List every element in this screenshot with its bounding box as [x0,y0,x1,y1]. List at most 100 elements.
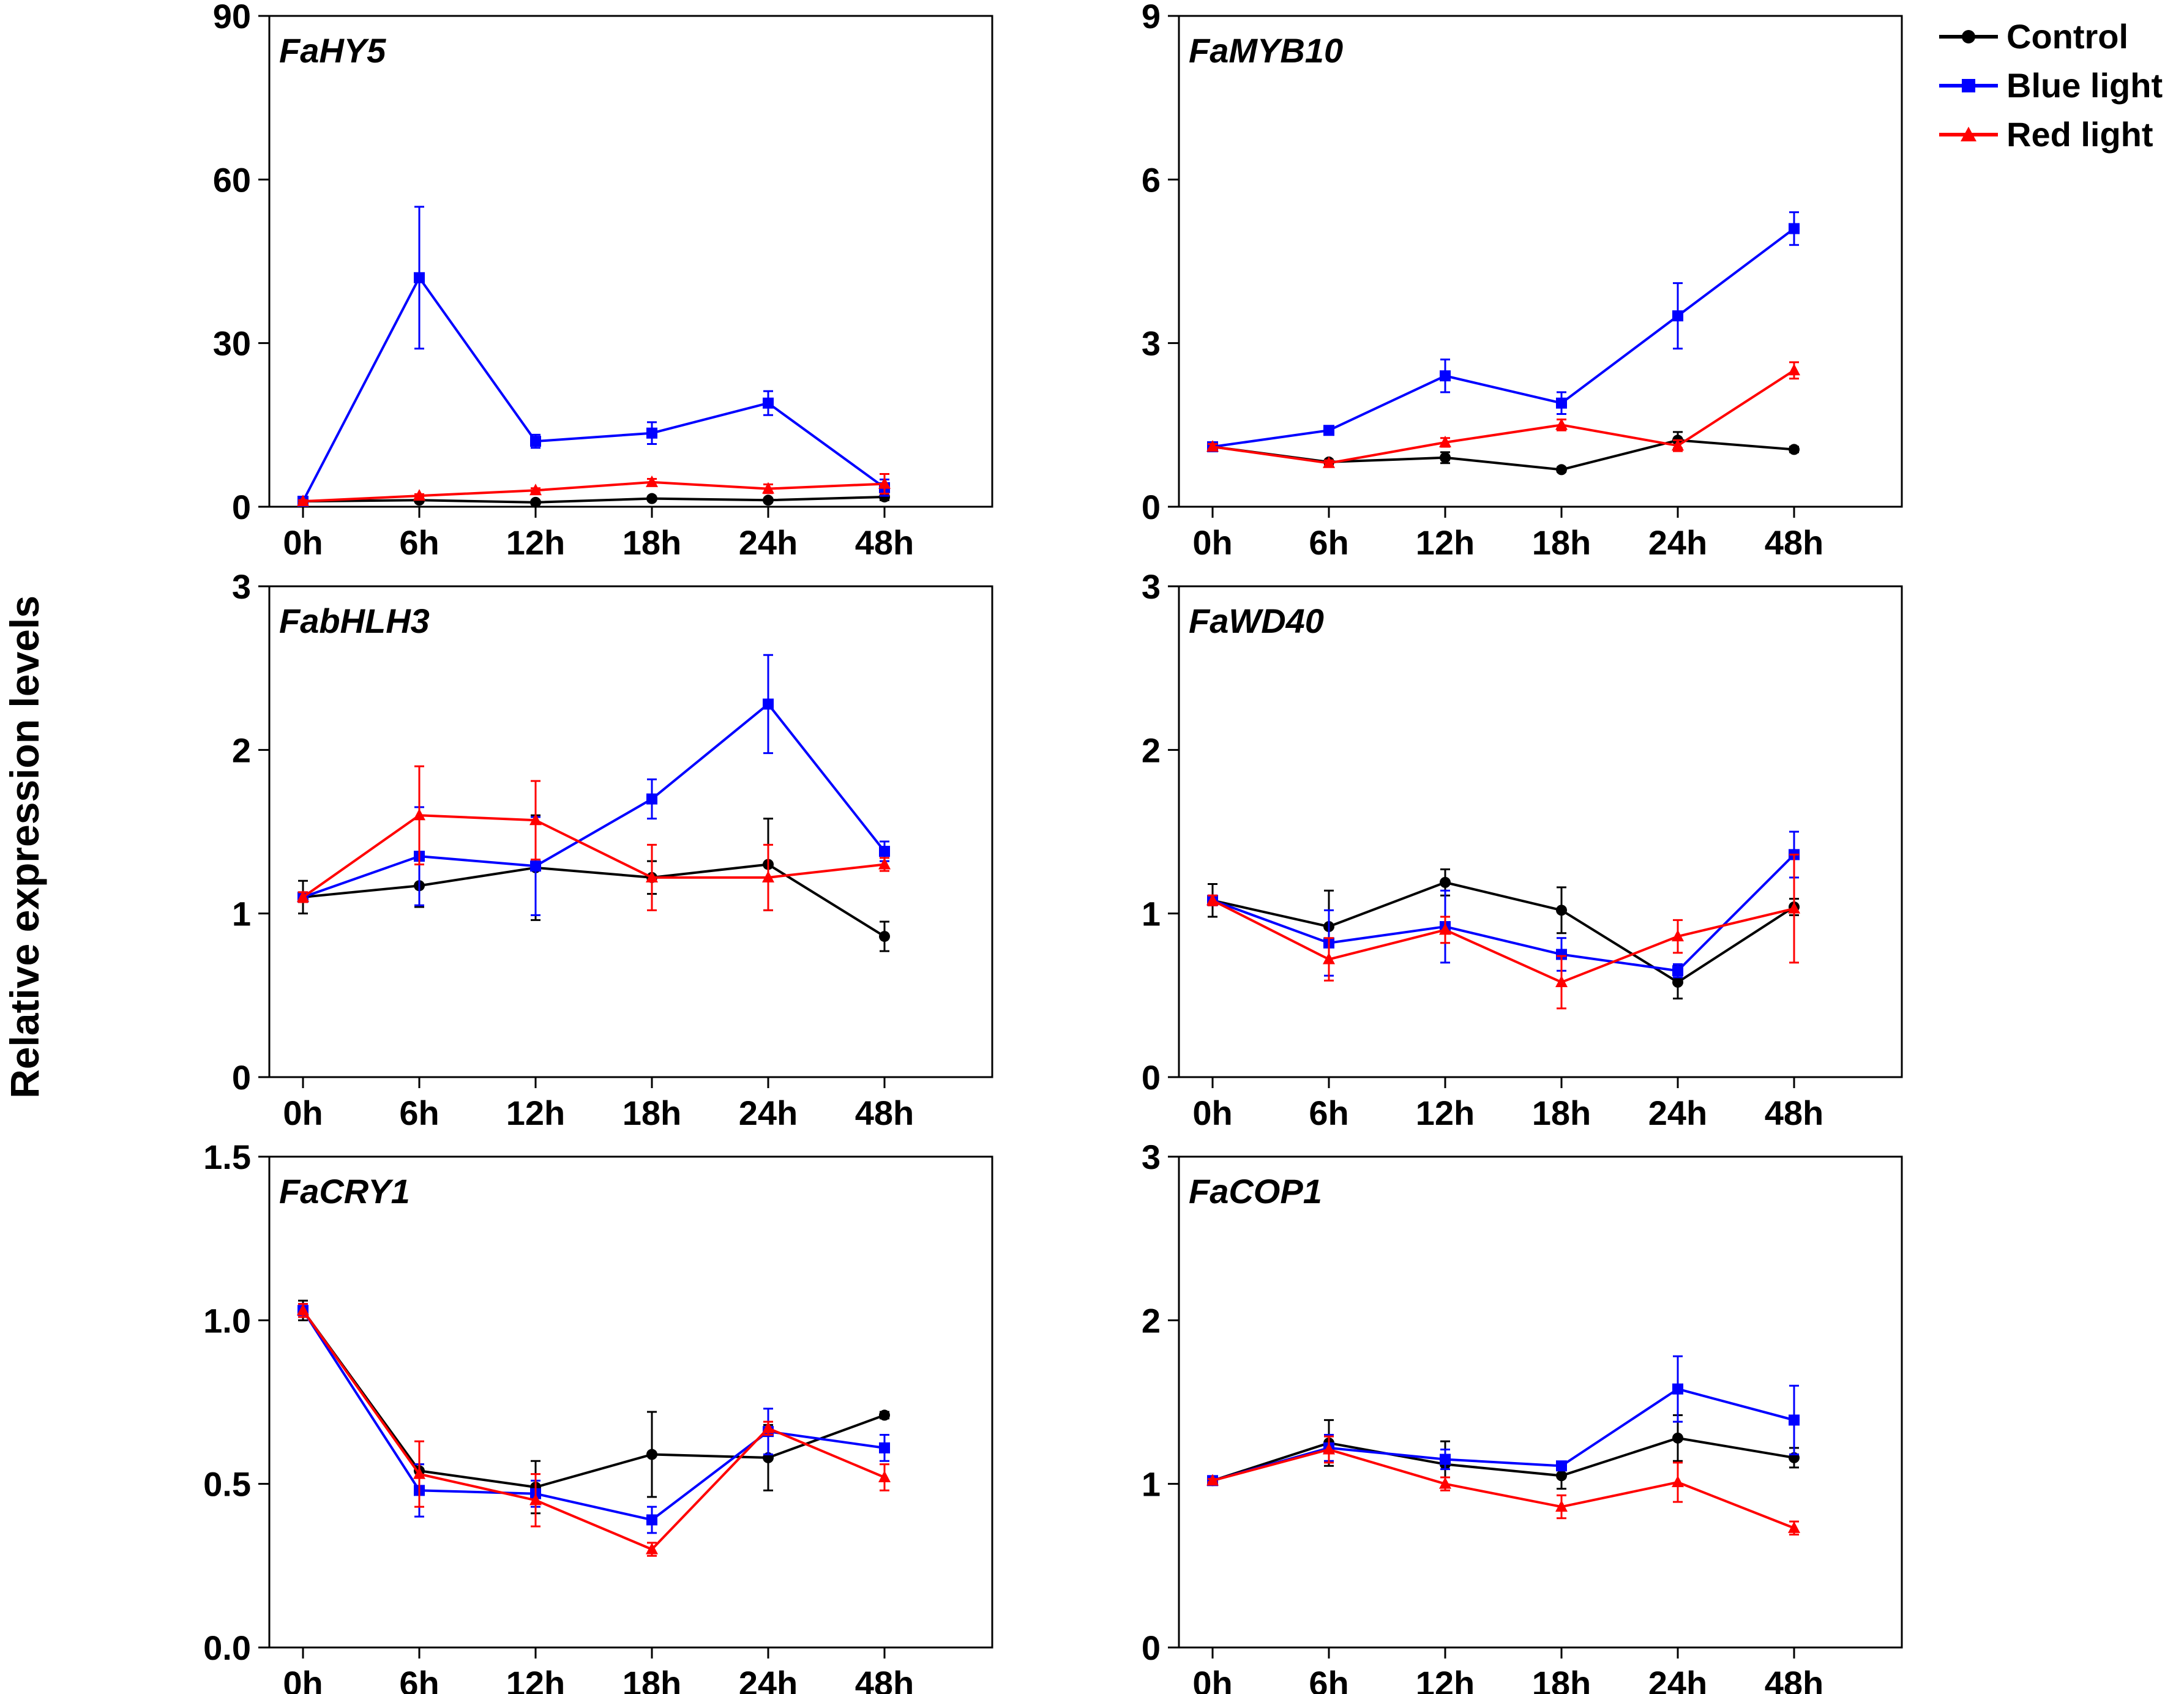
data-point-red-light [762,482,774,494]
x-tick-label: 24h [739,523,798,562]
data-point-red-light [413,489,425,501]
x-tick-label: 48h [1765,1094,1824,1132]
chart-panel-facry1: 0.0 0.5 1.0 1.5 0h 6h 12h 18h 24h 48h FaCRY1 [203,1138,993,1694]
data-point-control [879,931,890,942]
y-tick-label: 0.0 [203,1629,251,1667]
legend-item-blue-light: Blue light [1934,61,2179,110]
panel-title: FaHY5 [279,31,386,70]
data-point-blue-light [1323,425,1334,436]
series-control [297,491,890,508]
series-line-red-light [302,814,885,898]
y-tick-label: 3 [1142,324,1161,363]
data-point-control [763,494,774,506]
series-red-light [1206,361,1800,468]
series-line-control [1212,1436,1795,1482]
y-tick-label: 90 [213,0,251,35]
data-point-red-light [297,494,309,507]
y-tick-label: 1.0 [203,1301,251,1340]
data-point-red-light [1323,1442,1335,1455]
y-tick-label: 1 [232,895,251,933]
panel-title: FabHLH3 [279,602,430,640]
data-point-red-light [529,483,542,496]
data-point-blue-light [1789,1414,1800,1426]
data-point-red-light [297,1304,309,1316]
series-line-control [1212,881,1795,983]
y-tick-label: 2 [1142,731,1161,769]
data-point-red-light [646,475,658,487]
plot-frame [1178,585,1903,1078]
x-tick-label: 18h [623,1094,682,1132]
x-tick-label: 24h [739,1664,798,1694]
chart-panel-facop1: 0 1 2 3 0h 6h 12h 18h 24h 48h FaCOP1 [1142,1138,1903,1694]
panel-title: FaWD40 [1189,602,1324,640]
data-point-control [1672,976,1683,988]
series-line-blue-light [1212,1387,1795,1482]
x-tick-label: 6h [399,1664,439,1694]
data-point-blue-light [763,397,774,409]
legend: Control Blue light Red light [1934,12,2179,165]
series-blue-light [297,654,890,916]
x-tick-label: 12h [1416,1094,1475,1132]
data-point-blue-light [646,427,657,439]
series-line-blue-light [302,703,886,898]
data-point-red-light [1206,439,1219,452]
series-blue-light [297,206,890,507]
chart-panel-fabhlh3: 0 1 2 3 0h 6h 12h 18h 24h 48h FabHLH3 [232,567,993,1132]
data-point-red-light [1788,901,1800,914]
data-point-blue-light [646,793,657,805]
data-point-control [646,1449,657,1460]
x-tick-label: 48h [1765,523,1824,562]
y-tick-label: 1 [1142,1465,1161,1504]
x-tick-label: 12h [506,523,566,562]
series-control [297,814,890,952]
data-point-red-light [1555,418,1568,430]
data-point-blue-light [1789,223,1800,234]
x-tick-label: 48h [855,1094,914,1132]
series-line-control [1212,439,1795,471]
data-point-control [1556,905,1567,916]
x-tick-label: 0h [283,523,323,562]
data-point-red-light [1439,1477,1451,1489]
y-tick-label: 9 [1142,0,1161,35]
y-tick-label: 3 [1142,567,1161,606]
x-tick-label: 0h [1192,1664,1232,1694]
data-point-red-light [1206,894,1219,906]
y-tick-label: 0.5 [203,1465,251,1504]
series-line-red-light [302,1310,885,1551]
x-tick-label: 0h [283,1094,323,1132]
data-point-blue-light [1556,397,1567,409]
series-line-red-light [1212,1448,1795,1529]
data-point-red-light [529,813,542,826]
data-point-blue-light [763,698,774,710]
data-point-blue-light [1440,1453,1451,1465]
x-tick-label: 24h [1648,523,1708,562]
series-line-blue-light [302,1310,885,1521]
panel-title: FaMYB10 [1189,31,1343,70]
panel-title: FaCOP1 [1189,1172,1322,1211]
y-tick-label: 0 [232,488,251,526]
x-tick-label: 12h [1416,1664,1475,1694]
panel-title: FaCRY1 [279,1172,410,1211]
series-control [1207,431,1800,476]
data-point-blue-light [1556,1460,1567,1472]
legend-label-red-light: Red light [2006,115,2153,154]
data-point-red-light [1323,952,1335,965]
y-tick-label: 30 [213,324,251,363]
y-tick-label: 1.5 [203,1138,251,1176]
data-point-blue-light [646,1514,657,1526]
data-point-red-light [1672,439,1684,451]
series-line-blue-light [1212,854,1795,972]
data-point-blue-light [1672,310,1683,322]
data-point-red-light [413,808,425,821]
x-tick-label: 48h [1765,1664,1824,1694]
y-tick-label: 60 [213,160,251,199]
plot-frame [268,585,993,1078]
data-point-red-light [878,477,891,489]
data-point-red-light [762,1421,774,1433]
y-tick-label: 0 [232,1058,251,1097]
x-tick-label: 6h [1309,523,1348,562]
series-blue-light [1207,211,1800,452]
data-point-control [1440,876,1451,888]
series-control [1207,868,1800,1000]
